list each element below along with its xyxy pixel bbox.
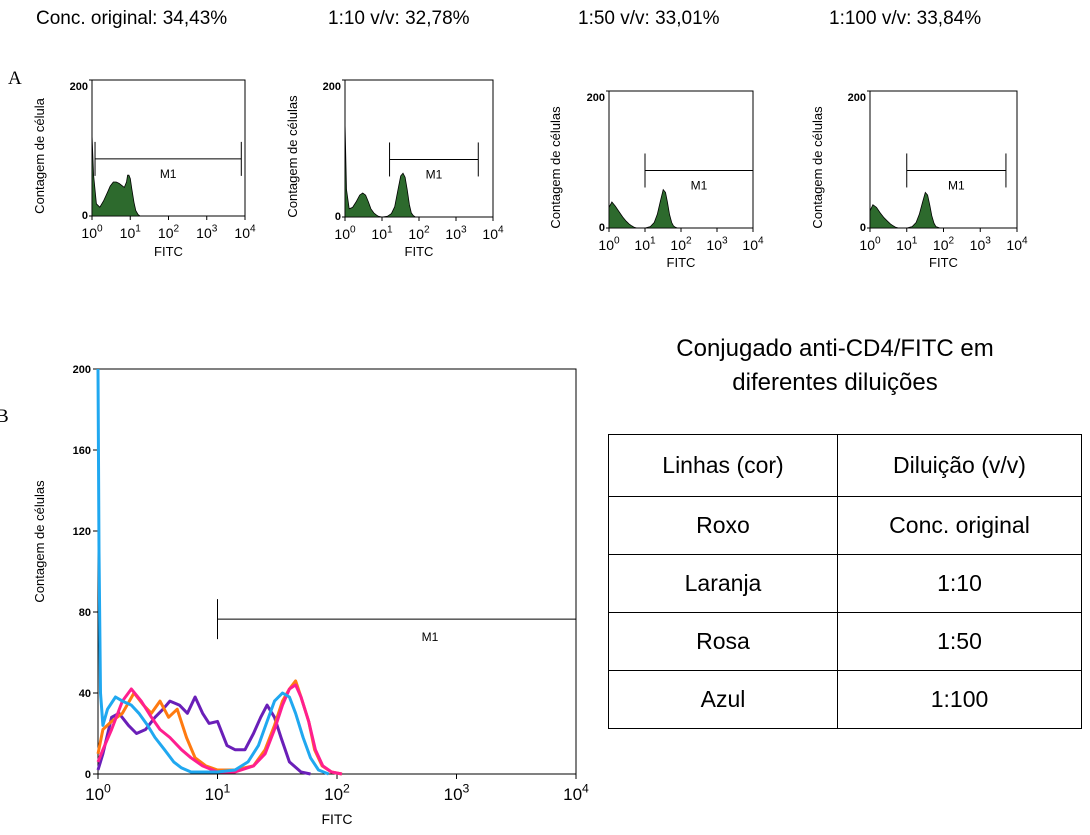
x-tick-label: 101: [120, 224, 142, 241]
x-tick-label: 101: [634, 236, 656, 253]
x-tick-label: 100: [85, 781, 111, 804]
x-tick-label: 100: [598, 236, 620, 253]
gate-label: M1: [160, 167, 177, 181]
series-line-roxo: [96, 695, 311, 776]
y-axis-label: Contagem de células: [548, 106, 563, 229]
x-tick-label: 104: [1006, 236, 1028, 253]
y-tick-label: 200: [73, 364, 91, 376]
header-linhas: Linhas (cor): [608, 434, 838, 497]
x-tick-label: 104: [482, 225, 504, 242]
y-tick-label: 0: [335, 211, 341, 223]
cell-color: Azul: [608, 670, 838, 729]
x-tick-label: 103: [445, 225, 467, 242]
x-tick-label: 103: [706, 236, 728, 253]
y-tick-label: 80: [79, 607, 91, 619]
y-tick-label: 0: [860, 222, 866, 234]
y-tick-label: 160: [73, 445, 91, 457]
y-tick-label: 200: [70, 81, 88, 93]
x-tick-label: 104: [742, 236, 764, 253]
cell-dilution: 1:50: [837, 612, 1082, 671]
gate-label: M1: [948, 178, 965, 192]
gate-label: M1: [691, 178, 708, 192]
caption-1-100: 1:100 v/v: 33,84%: [829, 8, 982, 29]
caption-conc-original: Conc. original: 34,43%: [36, 8, 228, 29]
cell-dilution: 1:100: [837, 670, 1082, 729]
x-axis-label: FITC: [154, 244, 183, 259]
x-axis-label: FITC: [321, 811, 352, 827]
histogram-area: [91, 134, 152, 217]
panel-label-b: B: [0, 406, 9, 427]
caption-1-10: 1:10 v/v: 32,78%: [328, 8, 470, 29]
x-tick-label: 102: [324, 781, 350, 804]
plot-frame: [97, 368, 577, 775]
x-tick-label: 102: [158, 224, 180, 241]
histogram-area: [608, 188, 678, 229]
color-legend-table: Linhas (cor) Diluição (v/v) Roxo Conc. o…: [608, 434, 1082, 729]
table-row: Rosa 1:50: [608, 612, 1082, 671]
cell-color: Rosa: [608, 612, 838, 671]
cell-dilution: 1:10: [837, 554, 1082, 613]
plot-frame: [344, 79, 494, 218]
table-row: Azul 1:100: [608, 670, 1082, 729]
gate-label: M1: [422, 630, 439, 644]
legend-title: Conjugado anti-CD4/FITC em diferentes di…: [615, 332, 1055, 400]
table-row: Roxo Conc. original: [608, 496, 1082, 555]
x-axis-label: FITC: [929, 255, 958, 270]
x-axis-label: FITC: [667, 255, 696, 270]
y-axis-label: Contagem de células: [810, 106, 825, 229]
x-tick-label: 100: [81, 224, 103, 241]
x-tick-label: 104: [563, 781, 589, 804]
panel-label-a: A: [8, 68, 22, 89]
cell-color: Laranja: [608, 554, 838, 613]
histogram-area: [344, 121, 417, 218]
y-tick-label: 200: [587, 92, 605, 104]
series-line-azul: [96, 368, 330, 776]
y-tick-label: 0: [85, 769, 91, 781]
legend-title-line-2: diferentes diluições: [732, 369, 938, 396]
table-row: Laranja 1:10: [608, 554, 1082, 613]
x-tick-label: 103: [444, 781, 470, 804]
x-tick-label: 102: [408, 225, 430, 242]
legend-title-line-1: Conjugado anti-CD4/FITC em: [676, 335, 994, 362]
plot-frame: [869, 90, 1018, 229]
y-tick-label: 0: [599, 222, 605, 234]
y-axis-label: Contagem de células: [32, 480, 47, 603]
x-tick-label: 100: [334, 225, 356, 242]
header-diluicao: Diluição (v/v): [837, 434, 1082, 497]
x-tick-label: 104: [234, 224, 256, 241]
x-tick-label: 102: [933, 236, 955, 253]
histogram-area: [869, 191, 941, 229]
cell-dilution: Conc. original: [837, 496, 1082, 555]
x-tick-label: 101: [371, 225, 393, 242]
x-tick-label: 103: [970, 236, 992, 253]
y-tick-label: 40: [79, 688, 91, 700]
plot-frame: [608, 90, 754, 229]
y-tick-label: 120: [73, 526, 91, 538]
gate-label: M1: [426, 167, 443, 181]
table-header-row: Linhas (cor) Diluição (v/v): [608, 434, 1082, 497]
y-axis-label: Contagem de célula: [32, 97, 47, 213]
cell-color: Roxo: [608, 496, 838, 555]
x-tick-label: 101: [896, 236, 918, 253]
x-tick-label: 103: [196, 224, 218, 241]
x-tick-label: 100: [859, 236, 881, 253]
caption-1-50: 1:50 v/v: 33,01%: [578, 8, 720, 29]
x-axis-label: FITC: [405, 244, 434, 259]
y-tick-label: 200: [848, 92, 866, 104]
x-tick-label: 102: [670, 236, 692, 253]
y-tick-label: 200: [323, 81, 341, 93]
y-axis-label: Contagem de células: [285, 95, 300, 218]
x-tick-label: 101: [205, 781, 231, 804]
y-tick-label: 0: [82, 210, 88, 222]
